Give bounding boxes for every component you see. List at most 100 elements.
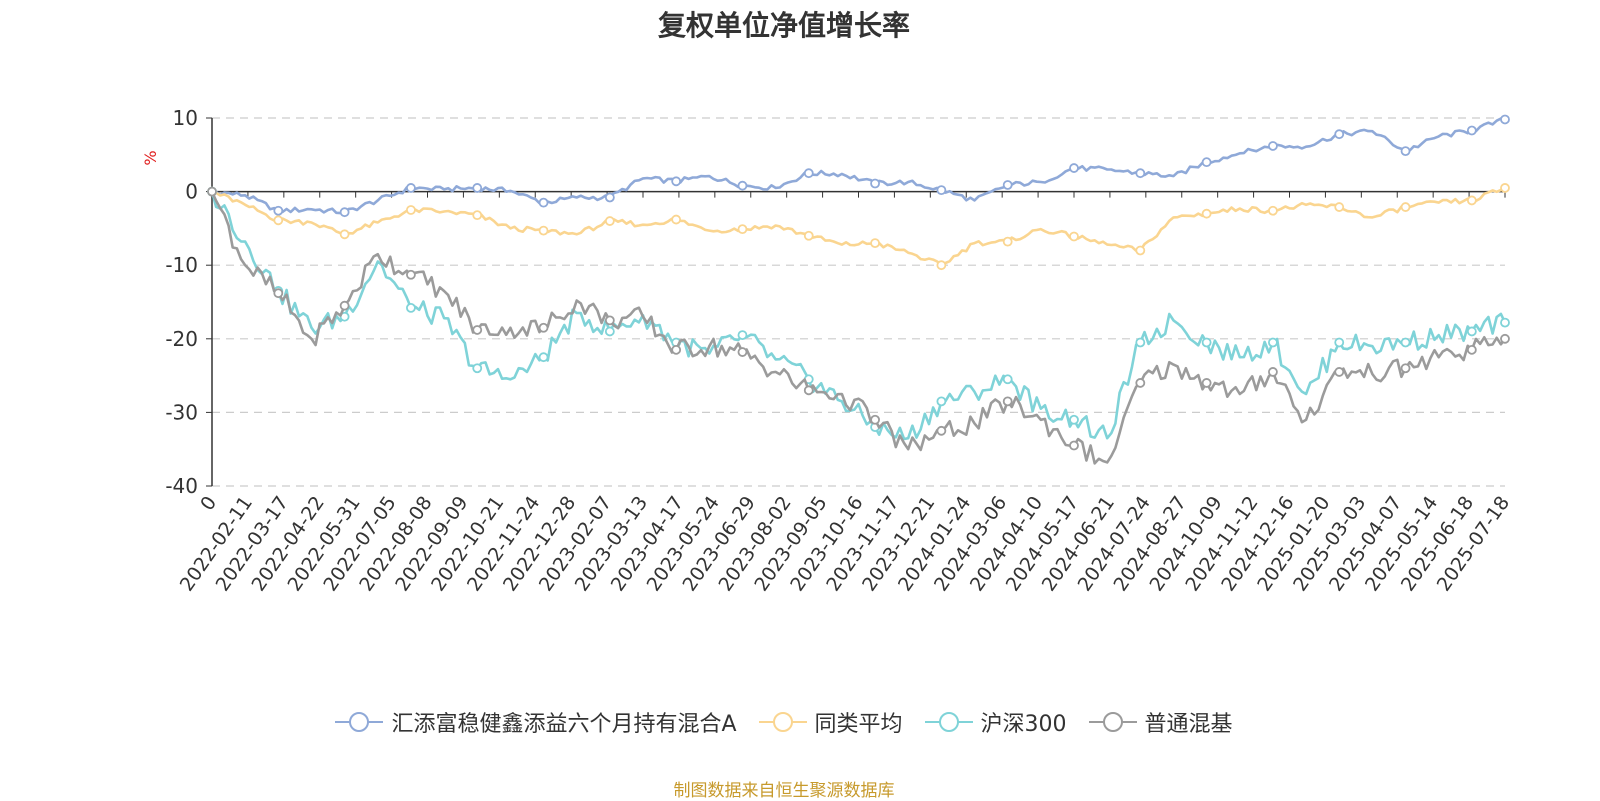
legend-label: 同类平均 — [814, 712, 903, 737]
data-point — [1135, 378, 1146, 388]
data-point — [538, 197, 549, 208]
series-lines — [207, 114, 1510, 465]
legend-item[interactable]: 同类平均 — [758, 706, 903, 738]
data-point — [1002, 374, 1013, 385]
data-point — [936, 185, 947, 196]
data-point — [604, 216, 615, 226]
series-line — [211, 117, 1506, 215]
data-point — [1400, 363, 1411, 374]
tick-labels: 100-10-20-30-4002022-02-112022-03-172022… — [165, 106, 1514, 595]
data-point — [737, 224, 748, 235]
data-point — [406, 269, 416, 280]
legend-label: 汇添富稳健鑫添益六个月持有混合A — [391, 712, 737, 737]
x-tick-label: 0 — [196, 492, 221, 515]
legend-swatch-icon — [335, 712, 384, 732]
data-point — [1069, 414, 1079, 425]
data-point — [1268, 337, 1278, 348]
data-point — [472, 183, 483, 193]
series-line — [210, 191, 1507, 441]
data-point — [207, 186, 217, 197]
legend-swatch-icon — [1088, 712, 1137, 732]
data-point — [1201, 378, 1212, 388]
data-point — [870, 178, 880, 189]
data-point — [1400, 202, 1411, 212]
data-point — [1466, 326, 1477, 337]
data-point — [870, 414, 880, 425]
series-line — [211, 186, 1506, 267]
y-tick-label: -10 — [165, 253, 198, 277]
data-point — [1069, 163, 1079, 173]
data-point — [870, 238, 880, 249]
data-point — [1334, 129, 1345, 140]
data-point — [406, 302, 416, 313]
data-point — [1135, 245, 1146, 256]
data-point — [1201, 157, 1212, 168]
data-point — [737, 330, 748, 341]
data-point — [339, 300, 350, 311]
y-tick-label: 0 — [185, 180, 198, 204]
data-point — [1002, 396, 1013, 407]
data-point — [1069, 440, 1079, 451]
data-point — [472, 325, 483, 335]
source-note: 制图数据来自恒生聚源数据库 — [673, 781, 895, 801]
data-point — [1135, 168, 1146, 179]
series-line — [210, 191, 1507, 465]
data-point — [1466, 125, 1477, 136]
data-point — [273, 215, 284, 226]
y-tick-label: 10 — [173, 106, 198, 130]
y-tick-label: -20 — [165, 327, 198, 351]
data-point — [538, 322, 549, 333]
data-point — [406, 205, 416, 215]
data-point — [1500, 183, 1510, 193]
data-point — [803, 168, 814, 179]
legend-label: 沪深300 — [980, 712, 1067, 737]
data-point — [1268, 205, 1278, 216]
legend: 汇添富稳健鑫添益六个月持有混合A 同类平均 沪深300 普通混基 — [0, 706, 1568, 738]
data-point — [472, 210, 483, 221]
data-point — [936, 260, 947, 271]
data-point — [339, 229, 350, 240]
data-point — [273, 288, 284, 299]
data-point — [1500, 114, 1510, 125]
data-point — [1500, 317, 1510, 328]
data-point — [538, 352, 549, 363]
data-point — [1268, 367, 1278, 377]
data-point — [1135, 337, 1146, 348]
data-point — [1334, 337, 1345, 348]
data-point — [472, 363, 483, 374]
data-point — [604, 315, 615, 326]
data-point — [604, 326, 615, 337]
chart-title: 复权单位净值增长率 — [657, 9, 910, 42]
data-point — [273, 205, 284, 216]
data-point — [538, 225, 549, 236]
data-point — [604, 192, 615, 203]
data-point — [803, 385, 814, 396]
data-point — [936, 396, 947, 407]
legend-item[interactable]: 汇添富稳健鑫添益六个月持有混合A — [335, 706, 737, 738]
data-point — [1400, 337, 1411, 348]
y-axis-label: % — [141, 150, 160, 165]
data-point — [1002, 180, 1013, 190]
data-point — [406, 183, 416, 193]
data-point — [1201, 337, 1212, 348]
data-point — [803, 230, 814, 241]
data-point — [1201, 208, 1212, 219]
legend-swatch-icon — [758, 712, 807, 732]
legend-swatch-icon — [924, 712, 973, 732]
data-point — [1334, 367, 1345, 377]
data-point — [1002, 236, 1013, 247]
data-point — [1466, 344, 1477, 355]
data-point — [671, 176, 682, 187]
data-point — [339, 207, 350, 218]
data-point — [671, 344, 682, 355]
legend-item[interactable]: 沪深300 — [924, 706, 1067, 738]
legend-item[interactable]: 普通混基 — [1088, 706, 1233, 738]
data-point — [737, 347, 748, 357]
gridlines — [212, 117, 1505, 487]
data-point — [1500, 333, 1510, 344]
data-point — [1400, 146, 1411, 157]
data-point — [1334, 202, 1345, 212]
data-point — [1466, 195, 1477, 206]
data-point — [1268, 141, 1278, 151]
data-point — [737, 180, 748, 191]
